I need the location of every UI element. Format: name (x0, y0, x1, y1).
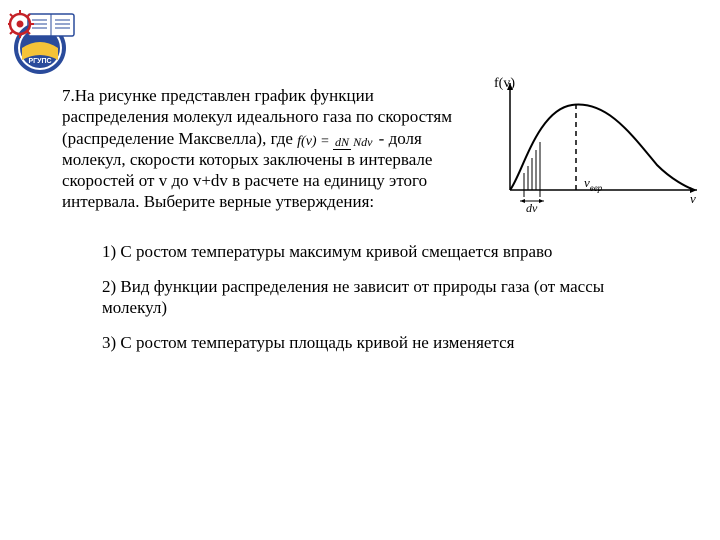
question-text: 7.На рисунке представлен график функции … (62, 85, 482, 213)
chart-xlabel: v (690, 191, 696, 206)
answer-2: 2) Вид функции распределения не зависит … (102, 276, 662, 319)
question-number: 7. (62, 86, 75, 105)
answers-list: 1) С ростом температуры максимум кривой … (102, 241, 662, 354)
answer-1: 1) С ростом температуры максимум кривой … (102, 241, 662, 262)
svg-text:РГУПС: РГУПС (28, 58, 51, 65)
answer-3: 3) С ростом температуры площадь кривой н… (102, 332, 662, 353)
content-area: 7.На рисунке представлен график функции … (62, 85, 662, 368)
formula-inline: f(v) = dNNdv (297, 133, 374, 151)
university-logo: РГУПС (8, 8, 96, 76)
